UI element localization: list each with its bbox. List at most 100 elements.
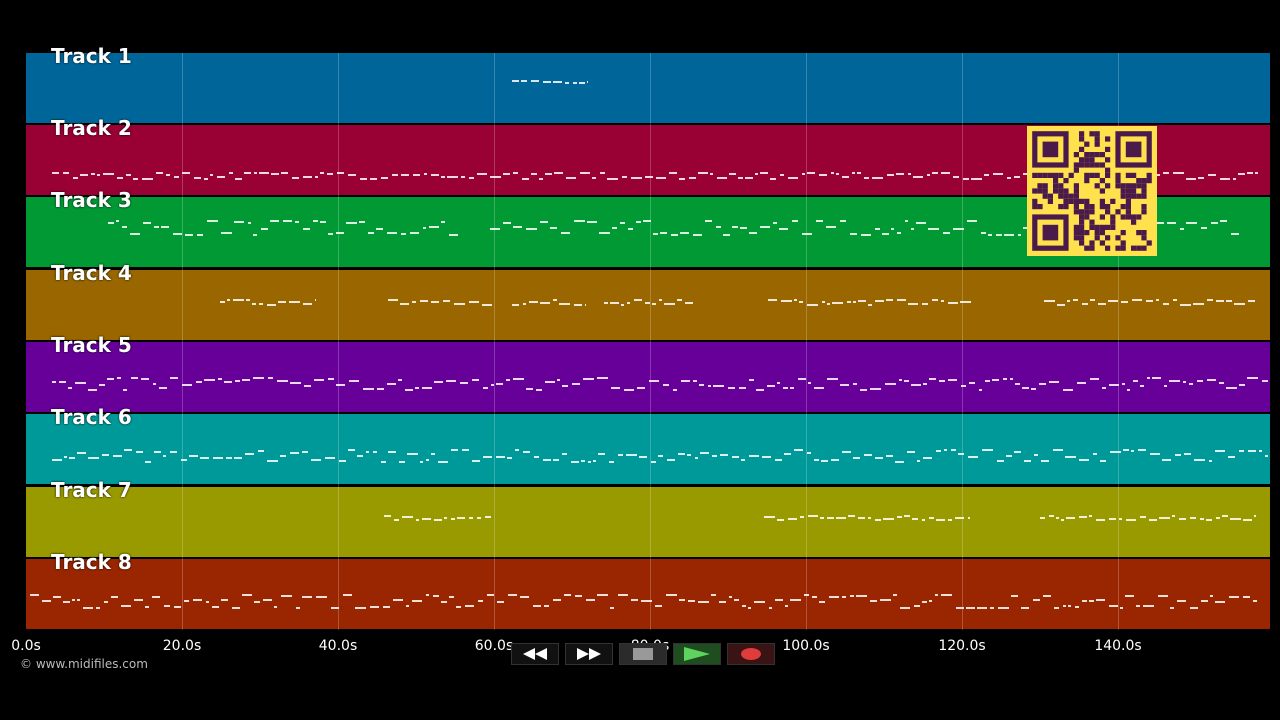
midi-note [296,607,300,609]
midi-note [788,518,797,520]
midi-note [267,460,278,462]
midi-note [1138,449,1146,451]
midi-note [618,594,628,596]
midi-note [1254,515,1256,517]
midi-note [152,596,160,598]
midi-note [320,172,324,174]
midi-note [781,300,792,302]
midi-note [1024,460,1031,462]
midi-note [1255,172,1258,174]
midi-note [557,379,560,381]
midi-note [1079,459,1089,461]
track-lane-1[interactable]: Track 1 [26,44,1270,123]
midi-note [553,459,559,461]
midi-note [1066,517,1075,519]
midi-note [777,519,784,521]
track-lane-5[interactable]: Track 5 [26,333,1270,412]
track-label: Track 6 [51,405,132,429]
midi-note [807,172,815,174]
midi-note [705,220,712,222]
midi-note [553,599,561,601]
midi-note [985,380,990,382]
midi-note [360,178,367,180]
midi-note [507,457,512,459]
midi-note [477,173,487,175]
midi-note [490,228,500,230]
midi-note [627,302,630,304]
midi-note [561,232,570,234]
midi-note [599,232,610,234]
track-lane-4[interactable]: Track 4 [26,261,1270,340]
midi-note [270,220,279,222]
midi-note [936,519,945,521]
midi-note [698,172,708,174]
track-lane-8[interactable]: Track 8 [26,550,1270,629]
midi-note [441,221,445,223]
midi-note [545,381,555,383]
midi-note [235,380,240,382]
midi-note [271,173,279,175]
midi-note [1039,383,1046,385]
midi-note [1010,378,1013,380]
midi-note [732,456,739,458]
record-button[interactable] [727,643,775,665]
midi-note [1122,383,1125,385]
midi-note [641,600,652,602]
fast-forward-button[interactable] [565,643,613,665]
midi-note [1073,299,1078,301]
midi-note [1248,450,1256,452]
midi-note [905,220,908,222]
midi-note [897,516,902,518]
track-lane-7[interactable]: Track 7 [26,478,1270,557]
midi-note [469,517,473,519]
midi-note [77,452,86,454]
midi-note [574,304,582,306]
midi-note [126,174,131,176]
midi-note [749,379,754,381]
grid-line [338,53,339,630]
midi-note [700,452,709,454]
midi-note [600,172,605,174]
midi-note [465,605,474,607]
midi-note [133,178,138,180]
midi-note [370,606,379,608]
midi-note [325,457,335,459]
midi-note [108,222,114,224]
midi-note [384,515,391,517]
midi-note [1063,389,1073,391]
midi-note [1146,300,1153,302]
midi-note [741,459,745,461]
track-lane-6[interactable]: Track 6 [26,405,1270,484]
midi-note [80,174,88,176]
midi-note [337,172,344,174]
stop-button[interactable] [619,643,667,665]
midi-note [688,600,695,602]
midi-note [496,456,505,458]
midi-note [643,220,651,222]
midi-note [204,379,215,381]
play-button[interactable] [673,643,721,665]
midi-note [406,605,409,607]
midi-note [708,385,711,387]
midi-note [729,173,736,175]
midi-note [1068,605,1071,607]
midi-note [121,605,131,607]
midi-note [234,457,242,459]
midi-note [122,226,127,228]
midi-note [887,174,894,176]
midi-note [69,457,75,459]
rewind-button[interactable] [511,643,559,665]
midi-note [1140,516,1146,518]
midi-note [808,382,811,384]
midi-note [1049,381,1059,383]
midi-note [1023,173,1029,175]
midi-note [1265,455,1268,457]
midi-note [893,594,897,596]
midi-note [1194,459,1205,461]
midi-note [539,178,543,180]
midi-note [573,82,577,84]
midi-note [513,378,524,380]
midi-note [775,599,783,601]
midi-note [762,456,771,458]
midi-note [1190,517,1196,519]
